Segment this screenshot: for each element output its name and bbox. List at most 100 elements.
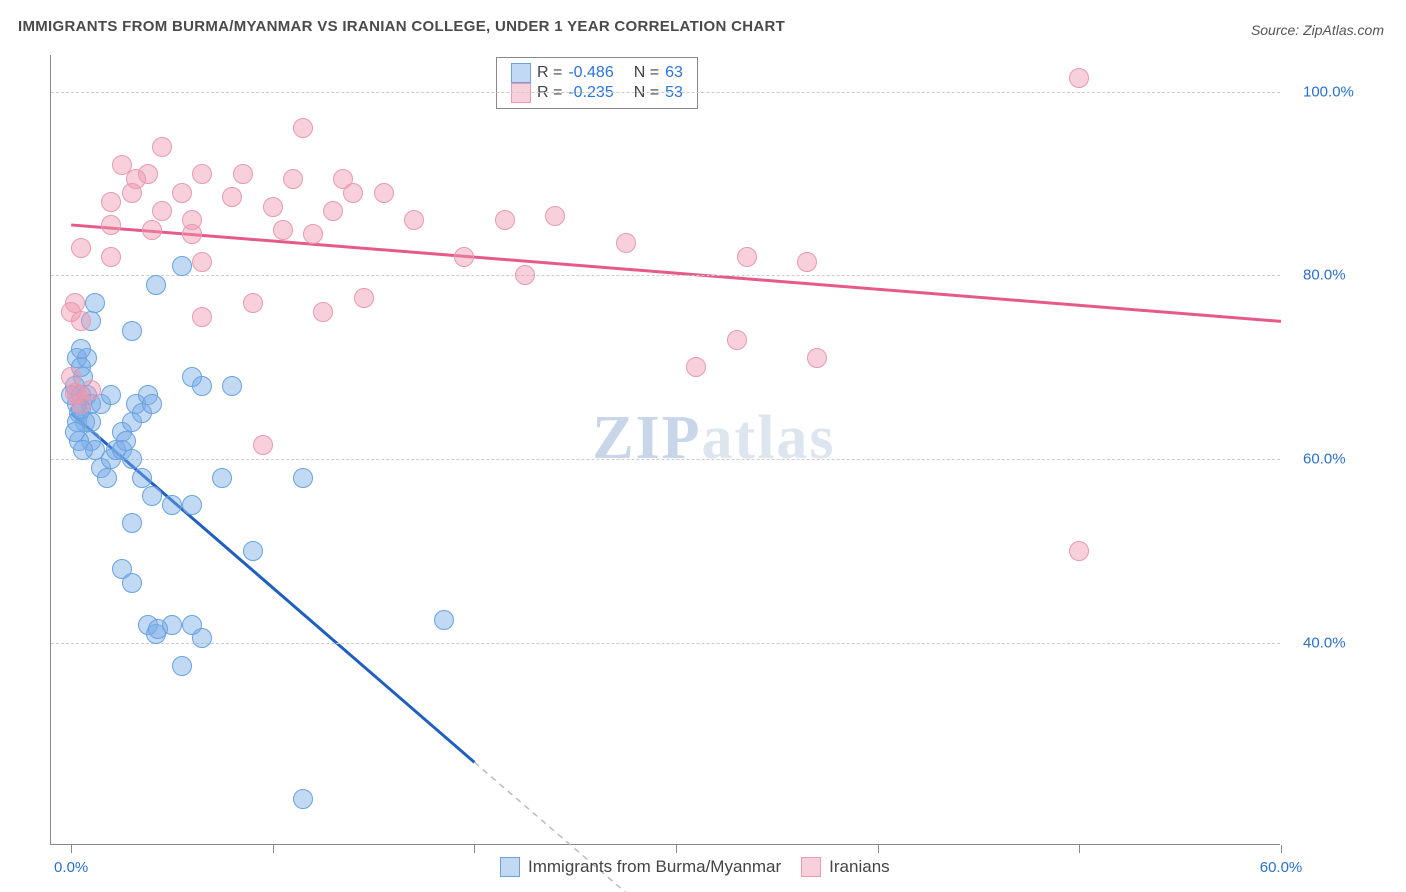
scatter-point-iranian [101,192,121,212]
scatter-point-iranian [192,307,212,327]
scatter-point-iranian [616,233,636,253]
scatter-point-iranian [343,183,363,203]
scatter-point-iranian [545,206,565,226]
scatter-point-iranian [1069,68,1089,88]
scatter-point-burma [162,615,182,635]
scatter-point-iranian [727,330,747,350]
scatter-point-burma [293,789,313,809]
scatter-point-burma [222,376,242,396]
xtick [1079,845,1080,853]
gridline-h [51,275,1280,276]
scatter-point-burma [212,468,232,488]
legend-correlation: R =-0.486N =63R =-0.235N =53 [496,57,698,109]
scatter-point-burma [192,376,212,396]
watermark-atlas: atlas [702,404,836,472]
watermark: ZIPatlas [592,403,835,474]
scatter-point-burma [65,422,85,442]
legend-swatch [500,857,520,877]
legend-series: Immigrants from Burma/Myanmar Iranians [500,857,890,877]
legend-corr-row-burma: R =-0.486N =63 [511,63,683,83]
legend-R-prefix: R = [537,84,562,102]
legend-series-item: Iranians [801,857,889,877]
scatter-point-iranian [142,220,162,240]
scatter-point-iranian [293,118,313,138]
ytick-label: 100.0% [1303,83,1354,100]
scatter-point-iranian [182,210,202,230]
scatter-point-iranian [323,201,343,221]
chart-title: IMMIGRANTS FROM BURMA/MYANMAR VS IRANIAN… [18,18,785,35]
scatter-point-burma [192,628,212,648]
legend-swatch [511,83,531,103]
scatter-point-burma [142,486,162,506]
ytick-label: 80.0% [1303,267,1346,284]
scatter-point-iranian [283,169,303,189]
scatter-point-burma [142,394,162,414]
xtick [71,845,72,853]
scatter-point-burma [97,468,117,488]
scatter-point-iranian [454,247,474,267]
legend-swatch [511,63,531,83]
legend-N-value: 53 [665,84,683,102]
scatter-point-iranian [71,311,91,331]
scatter-point-iranian [71,394,91,414]
legend-R-value: -0.486 [568,64,613,82]
scatter-point-burma [146,275,166,295]
scatter-point-iranian [737,247,757,267]
scatter-point-burma [434,610,454,630]
ytick-label: 40.0% [1303,634,1346,651]
scatter-point-iranian [192,164,212,184]
gridline-h [51,92,1280,93]
scatter-point-burma [85,293,105,313]
scatter-point-burma [172,256,192,276]
legend-R-value: -0.235 [568,84,613,102]
watermark-zip: ZIP [592,404,701,472]
scatter-point-burma [243,541,263,561]
scatter-point-iranian [253,435,273,455]
legend-R-prefix: R = [537,64,562,82]
scatter-point-burma [122,321,142,341]
scatter-point-iranian [686,357,706,377]
scatter-point-burma [71,339,91,359]
gridline-h [51,459,1280,460]
legend-series-label: Immigrants from Burma/Myanmar [528,857,781,877]
scatter-point-iranian [495,210,515,230]
scatter-point-iranian [222,187,242,207]
scatter-point-burma [122,449,142,469]
scatter-point-iranian [152,201,172,221]
xtick [474,845,475,853]
scatter-point-iranian [807,348,827,368]
legend-corr-row-iranian: R = -0.235 N = 53 [511,83,683,103]
scatter-point-burma [162,495,182,515]
scatter-point-iranian [404,210,424,230]
source-label: Source: ZipAtlas.com [1251,22,1384,38]
scatter-point-iranian [243,293,263,313]
legend-series-item: Immigrants from Burma/Myanmar [500,857,781,877]
scatter-point-iranian [233,164,253,184]
scatter-point-iranian [71,238,91,258]
scatter-point-iranian [138,164,158,184]
scatter-point-burma [182,495,202,515]
legend-N-prefix: N = [634,84,659,102]
scatter-point-iranian [797,252,817,272]
scatter-point-iranian [263,197,283,217]
legend-N-prefix: N = [634,64,659,82]
xtick-label: 60.0% [1260,859,1303,876]
scatter-point-burma [122,513,142,533]
ytick-label: 60.0% [1303,451,1346,468]
scatter-point-burma [132,468,152,488]
scatter-point-iranian [192,252,212,272]
scatter-point-iranian [273,220,293,240]
scatter-point-iranian [172,183,192,203]
xtick [878,845,879,853]
scatter-point-iranian [354,288,374,308]
scatter-point-burma [122,573,142,593]
legend-series-label: Iranians [829,857,889,877]
xtick [1281,845,1282,853]
legend-swatch [801,857,821,877]
scatter-point-burma [101,385,121,405]
scatter-point-iranian [374,183,394,203]
scatter-point-iranian [152,137,172,157]
xtick [676,845,677,853]
scatter-point-iranian [1069,541,1089,561]
scatter-point-iranian [313,302,333,322]
